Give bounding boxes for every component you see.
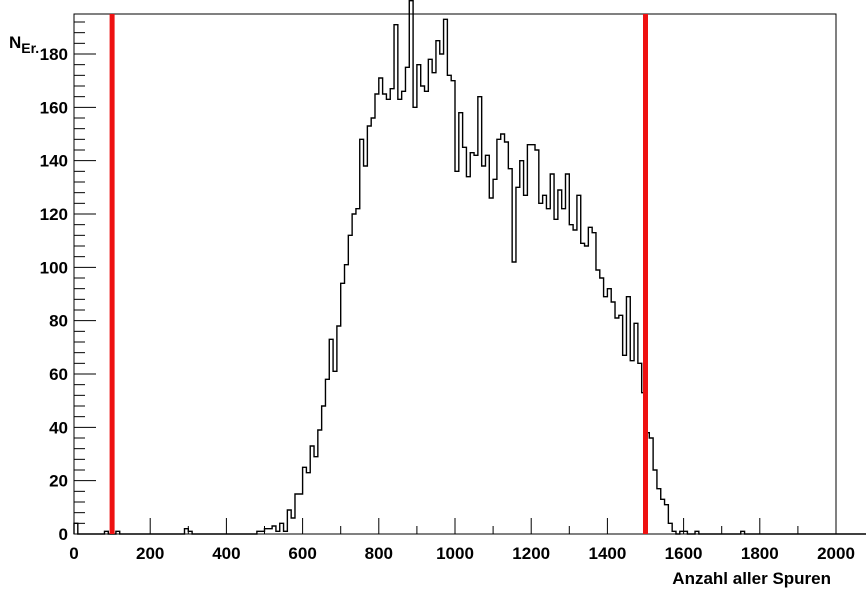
y-axis-title-main: N <box>9 33 21 52</box>
y-tick-label: 100 <box>40 258 68 277</box>
x-tick-label: 2000 <box>817 544 855 563</box>
x-tick-label: 600 <box>288 544 316 563</box>
x-axis-title: Anzahl aller Spuren <box>672 569 831 588</box>
y-tick-labels: 0 20 40 60 80 100 120 140 160 180 <box>40 45 68 544</box>
y-tick-label: 120 <box>40 205 68 224</box>
x-tick-label: 1000 <box>436 544 474 563</box>
y-tick-label: 180 <box>40 45 68 64</box>
y-tick-label: 0 <box>59 525 68 544</box>
y-tick-label: 40 <box>49 418 68 437</box>
cut-lines <box>109 14 648 534</box>
x-tick-label: 1600 <box>665 544 703 563</box>
x-tick-label: 1200 <box>512 544 550 563</box>
x-tick-label: 800 <box>365 544 393 563</box>
x-tick-labels: 0 200 400 600 800 1000 1200 1400 1600 1800 2000 <box>69 544 855 563</box>
x-tick-label: 400 <box>212 544 240 563</box>
x-tick-label: 1400 <box>588 544 626 563</box>
y-tick-label: 20 <box>49 472 68 491</box>
y-axis-title-sub: Er. <box>21 40 39 56</box>
y-tick-label: 60 <box>49 365 68 384</box>
x-tick-label: 200 <box>136 544 164 563</box>
x-tick-label: 1800 <box>741 544 779 563</box>
y-tick-label: 160 <box>40 98 68 117</box>
y-tick-label: 140 <box>40 152 68 171</box>
histogram-series <box>73 0 866 535</box>
y-axis-title: NEr. <box>9 33 39 56</box>
x-tick-label: 0 <box>69 544 78 563</box>
y-tick-label: 80 <box>49 312 68 331</box>
